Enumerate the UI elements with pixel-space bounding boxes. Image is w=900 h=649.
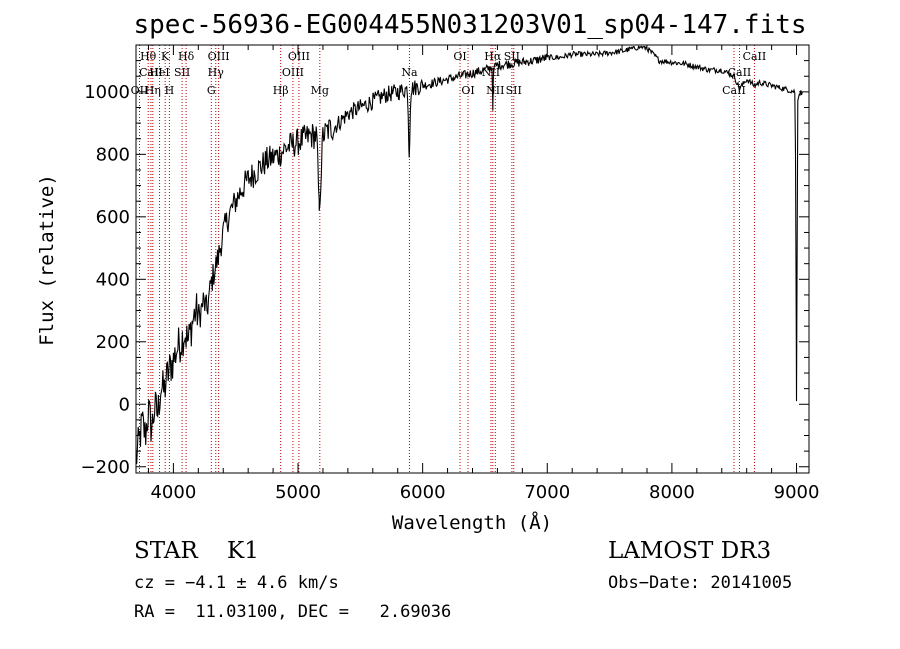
spectrum-line	[135, 45, 803, 464]
observation-date: Obs−Date: 20141005	[608, 573, 793, 593]
line-label: Hδ	[178, 50, 195, 63]
line-label: CaII	[139, 66, 163, 79]
line-label: K	[161, 50, 170, 63]
x-tick-label: 4000	[150, 482, 196, 503]
y-axis-label: Flux (relative)	[36, 174, 58, 346]
y-tick-label: 1000	[84, 82, 130, 103]
y-tick-label: 800	[96, 144, 130, 165]
line-label: NII	[482, 66, 500, 79]
line-label: OII	[131, 84, 149, 97]
x-axis-label: Wavelength (Å)	[392, 511, 552, 534]
object-classification: STAR K1	[134, 538, 259, 564]
line-label: CaII	[722, 84, 746, 97]
x-tick-label: 7000	[524, 482, 570, 503]
redshift-velocity: cz = −4.1 ± 4.6 km/s	[134, 573, 339, 593]
x-tick-label: 8000	[649, 482, 695, 503]
line-label: Na	[401, 66, 418, 79]
x-tick-label: 9000	[774, 482, 820, 503]
line-label: NII	[486, 84, 504, 97]
line-label: Hθ	[140, 50, 157, 63]
y-tick-label: 200	[96, 332, 130, 353]
y-tick-label: −200	[81, 457, 130, 478]
line-label: OIII	[282, 66, 304, 79]
line-label: OIII	[208, 50, 230, 63]
y-tick-label: 400	[96, 269, 130, 290]
line-label: Hα	[484, 50, 502, 63]
survey-name: LAMOST DR3	[608, 538, 772, 564]
line-label: H	[165, 84, 175, 97]
coordinates: RA = 11.03100, DEC = 2.69036	[134, 602, 452, 622]
line-label: CaII	[728, 66, 752, 79]
x-tick-label: 6000	[400, 482, 446, 503]
line-label: SII	[506, 84, 522, 97]
plot-frame	[135, 44, 810, 474]
line-label: OI	[461, 84, 474, 97]
spectral-line-markers	[138, 45, 755, 473]
line-label: SII	[504, 50, 520, 63]
line-label: CaII	[743, 50, 767, 63]
x-tick-label: 5000	[275, 482, 321, 503]
y-tick-label: 0	[119, 394, 130, 415]
line-label: OI	[453, 50, 466, 63]
line-label: Mg	[311, 84, 329, 97]
line-label: HeI	[149, 66, 169, 79]
y-tick-label: 600	[96, 207, 130, 228]
chart-title: spec-56936-EG004455N031203V01_sp04-147.f…	[133, 10, 806, 40]
line-label: Hγ	[208, 66, 225, 79]
line-label: OIII	[288, 50, 310, 63]
axes: 4000 5000 6000 7000 8000 9000 −200 0 200 400 600 80…	[81, 44, 820, 503]
spectrum-series	[135, 45, 803, 464]
line-label: SII	[174, 66, 190, 79]
line-label: Hβ	[273, 84, 289, 97]
line-label: Hη	[145, 84, 161, 97]
line-label: G	[207, 84, 216, 97]
